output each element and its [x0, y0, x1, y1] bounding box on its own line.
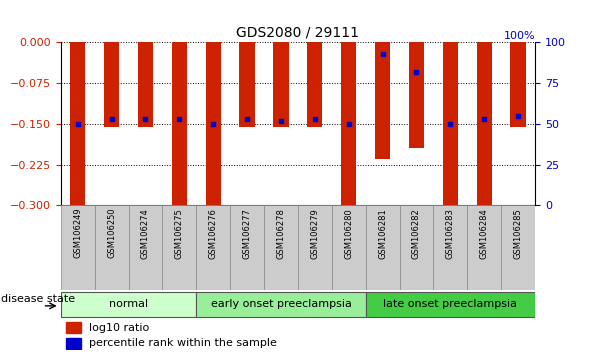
Bar [104, 42, 119, 127]
Bar [332, 205, 365, 290]
Bar [95, 205, 128, 290]
Bar [511, 42, 526, 127]
Text: GSM106279: GSM106279 [310, 208, 319, 259]
Bar [274, 42, 289, 127]
Text: 100%: 100% [503, 31, 535, 41]
Bar [240, 42, 255, 127]
Bar [66, 322, 81, 333]
Bar [171, 42, 187, 205]
Bar [365, 292, 535, 317]
Title: GDS2080 / 29111: GDS2080 / 29111 [237, 26, 359, 40]
Text: GSM106250: GSM106250 [107, 208, 116, 258]
Text: GSM106249: GSM106249 [73, 208, 82, 258]
Text: GSM106277: GSM106277 [243, 208, 252, 259]
Bar [477, 42, 492, 205]
Bar [443, 42, 458, 205]
Bar [434, 205, 468, 290]
Bar [61, 292, 196, 317]
Text: GSM106284: GSM106284 [480, 208, 489, 259]
Text: GSM106276: GSM106276 [209, 208, 218, 259]
Text: GSM106278: GSM106278 [277, 208, 286, 259]
Bar [375, 42, 390, 159]
Bar [138, 42, 153, 127]
Text: late onset preeclampsia: late onset preeclampsia [384, 299, 517, 309]
Bar [399, 205, 434, 290]
Bar [70, 42, 85, 205]
Text: GSM106274: GSM106274 [141, 208, 150, 259]
Bar [341, 42, 356, 205]
Text: GSM106282: GSM106282 [412, 208, 421, 259]
Bar [501, 205, 535, 290]
Bar [66, 338, 81, 349]
Text: percentile rank within the sample: percentile rank within the sample [89, 338, 277, 348]
Bar [206, 42, 221, 205]
Bar [264, 205, 298, 290]
Text: GSM106285: GSM106285 [514, 208, 523, 259]
Bar [128, 205, 162, 290]
Bar [365, 205, 399, 290]
Bar [298, 205, 332, 290]
Bar [230, 205, 264, 290]
Bar [196, 292, 365, 317]
Bar [61, 205, 95, 290]
Text: disease state: disease state [1, 294, 75, 304]
Bar [307, 42, 322, 127]
Text: log10 ratio: log10 ratio [89, 322, 150, 332]
Bar [468, 205, 501, 290]
Text: early onset preeclampsia: early onset preeclampsia [210, 299, 351, 309]
Text: GSM106280: GSM106280 [344, 208, 353, 259]
Text: GSM106283: GSM106283 [446, 208, 455, 259]
Bar [409, 42, 424, 148]
Text: normal: normal [109, 299, 148, 309]
Text: GSM106281: GSM106281 [378, 208, 387, 259]
Bar [162, 205, 196, 290]
Bar [196, 205, 230, 290]
Text: GSM106275: GSM106275 [175, 208, 184, 259]
